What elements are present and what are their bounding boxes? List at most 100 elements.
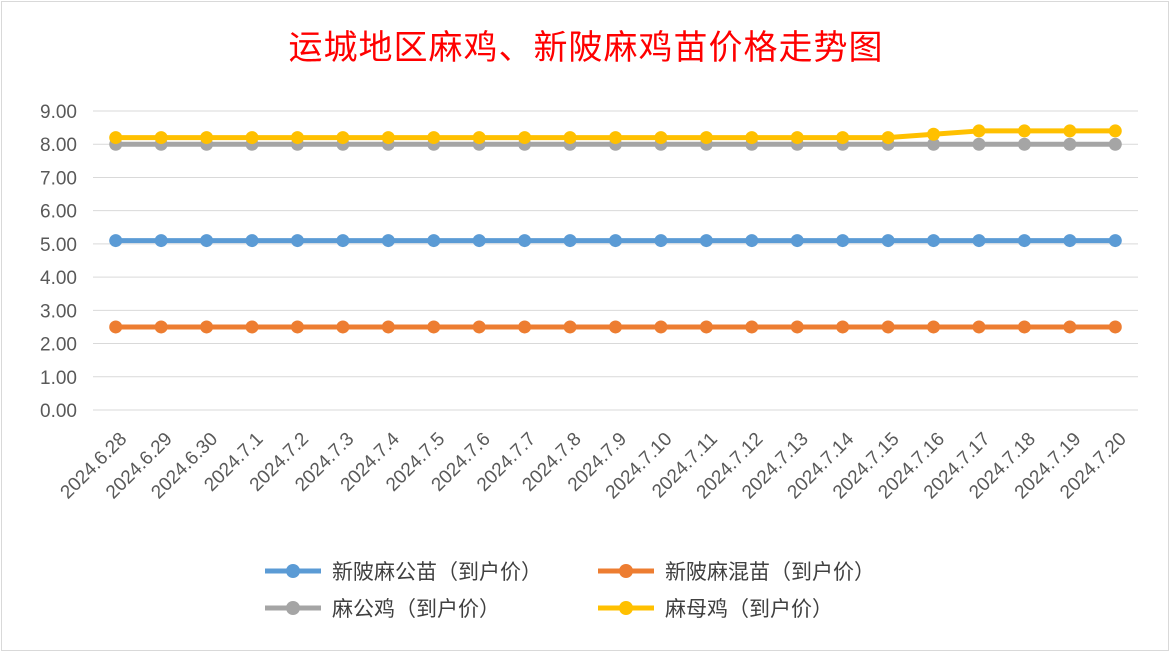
data-point — [472, 131, 486, 145]
y-tick-label: 1.00 — [40, 368, 77, 389]
data-point — [336, 320, 350, 334]
data-point — [109, 320, 123, 334]
legend-label: 新陂麻公苗（到户价） — [332, 560, 542, 584]
data-point — [1108, 137, 1122, 151]
data-point — [836, 131, 850, 145]
data-point — [790, 234, 804, 248]
data-point — [972, 137, 986, 151]
data-point — [200, 234, 214, 248]
data-point — [1017, 234, 1031, 248]
data-point — [1063, 234, 1077, 248]
data-point — [1063, 124, 1077, 138]
data-point — [1017, 137, 1031, 151]
data-point — [654, 234, 668, 248]
legend-item: 麻母鸡（到户价） — [598, 597, 833, 621]
data-point — [699, 234, 713, 248]
legend-marker — [286, 601, 300, 615]
data-point — [563, 320, 577, 334]
data-point — [609, 131, 622, 145]
data-point — [336, 131, 350, 145]
data-point — [609, 320, 622, 334]
data-point — [381, 320, 395, 334]
data-point — [927, 127, 941, 141]
y-tick-label: 2.00 — [40, 335, 77, 356]
data-point — [790, 131, 804, 145]
legend-label: 麻公鸡（到户价） — [332, 597, 500, 621]
y-tick-label: 0.00 — [40, 401, 77, 422]
y-tick-label: 4.00 — [40, 268, 77, 289]
data-point — [427, 131, 441, 145]
y-tick-label: 5.00 — [40, 235, 77, 256]
legend-item: 新陂麻公苗（到户价） — [265, 560, 542, 584]
data-point — [109, 234, 123, 248]
data-point — [745, 131, 759, 145]
y-tick-label: 9.00 — [40, 102, 77, 123]
y-tick-label: 3.00 — [40, 301, 77, 322]
legend-marker — [286, 564, 300, 578]
legend-marker — [619, 564, 633, 578]
data-point — [427, 234, 441, 248]
data-point — [1017, 124, 1031, 138]
data-point — [563, 234, 577, 248]
data-point — [654, 320, 668, 334]
chart-title: 运城地区麻鸡、新陂麻鸡苗价格走势图 — [288, 28, 884, 68]
data-point — [927, 137, 941, 151]
data-point — [200, 131, 214, 145]
data-point — [1063, 320, 1077, 334]
data-point — [881, 131, 895, 145]
data-point — [881, 320, 895, 334]
data-point — [154, 320, 168, 334]
gridlines — [93, 110, 1138, 411]
data-point — [972, 320, 986, 334]
data-point — [472, 234, 486, 248]
data-point — [336, 234, 350, 248]
data-point — [290, 131, 304, 145]
data-point — [654, 131, 668, 145]
data-point — [518, 131, 532, 145]
data-point — [245, 131, 259, 145]
data-point — [381, 131, 395, 145]
data-point — [472, 320, 486, 334]
data-point — [109, 131, 123, 145]
data-point — [427, 320, 441, 334]
data-point — [154, 234, 168, 248]
data-point — [245, 234, 259, 248]
y-tick-label: 8.00 — [40, 135, 77, 156]
series-1 — [109, 320, 1122, 334]
data-point — [836, 234, 850, 248]
data-point — [972, 124, 986, 138]
data-point — [1108, 234, 1122, 248]
legend-item: 麻公鸡（到户价） — [265, 597, 500, 621]
data-point — [972, 234, 986, 248]
data-point — [927, 234, 941, 248]
data-point — [154, 131, 168, 145]
data-point — [1017, 320, 1031, 334]
data-point — [609, 234, 622, 248]
data-point — [290, 234, 304, 248]
data-point — [836, 320, 850, 334]
data-point — [790, 320, 804, 334]
data-point — [563, 131, 577, 145]
series-3 — [109, 124, 1122, 145]
data-point — [381, 234, 395, 248]
data-point — [927, 320, 941, 334]
y-tick-label: 7.00 — [40, 168, 77, 189]
data-point — [518, 320, 532, 334]
series-0 — [109, 234, 1122, 248]
data-point — [699, 320, 713, 334]
data-point — [699, 131, 713, 145]
data-point — [290, 320, 304, 334]
legend-label: 新陂麻混苗（到户价） — [665, 560, 875, 584]
data-point — [745, 234, 759, 248]
data-point — [245, 320, 259, 334]
data-point — [1108, 124, 1122, 138]
y-tick-label: 6.00 — [40, 202, 77, 223]
data-point — [518, 234, 532, 248]
legend-item: 新陂麻混苗（到户价） — [598, 560, 875, 584]
data-point — [1063, 137, 1077, 151]
data-point — [1108, 320, 1122, 334]
data-point — [881, 234, 895, 248]
data-point — [745, 320, 759, 334]
legend-marker — [619, 601, 633, 615]
